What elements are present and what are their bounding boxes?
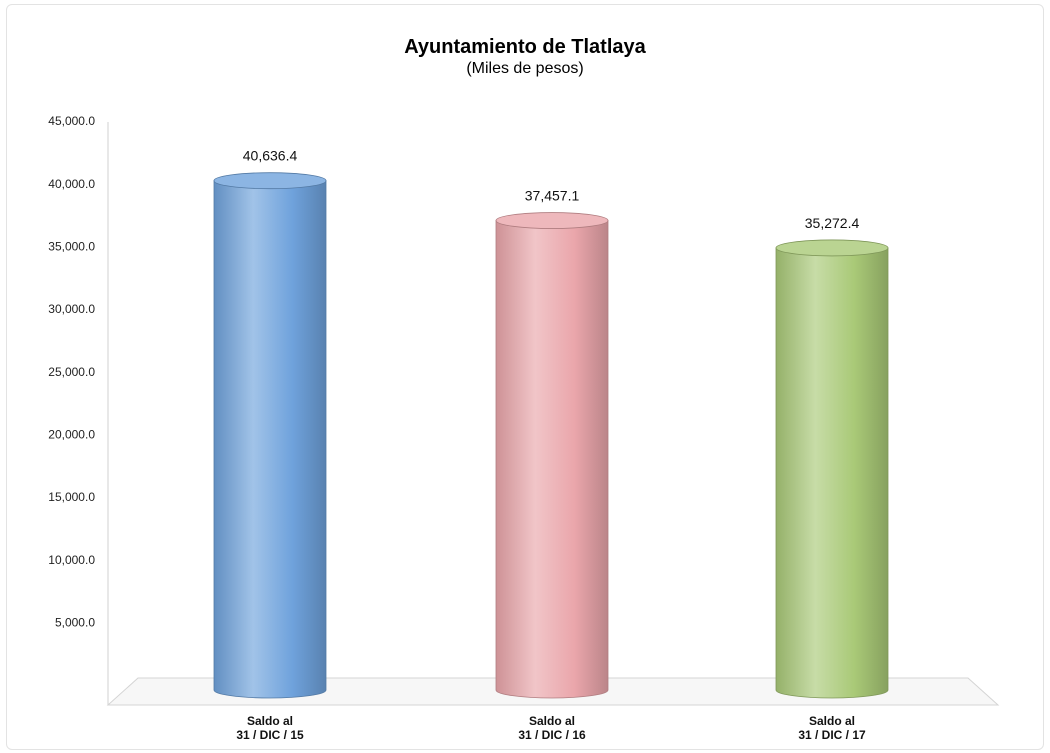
y-tick-label: 40,000.0	[48, 177, 95, 191]
bar	[213, 172, 327, 699]
category-label: 31 / DIC / 17	[798, 728, 866, 742]
category-label: Saldo al	[809, 714, 855, 728]
bar-body	[775, 247, 889, 699]
bar	[495, 212, 609, 699]
bar-body	[213, 180, 327, 699]
y-tick-label: 45,000.0	[48, 114, 95, 128]
bars	[213, 172, 889, 699]
category-label: Saldo al	[247, 714, 293, 728]
y-tick-label: 15,000.0	[48, 490, 95, 504]
data-label: 35,272.4	[805, 215, 860, 231]
chart-title: Ayuntamiento de Tlatlaya	[404, 36, 646, 58]
y-tick-label: 10,000.0	[48, 553, 95, 567]
y-tick-label: 25,000.0	[48, 365, 95, 379]
y-tick-label: 5,000.0	[55, 616, 95, 630]
bar-top	[213, 172, 327, 190]
y-tick-label: 20,000.0	[48, 428, 95, 442]
y-axis: 5,000.0 10,000.0 15,000.0 20,000.0 25,000.0 3…	[48, 114, 109, 705]
data-label: 40,636.4	[243, 148, 298, 164]
y-tick-label: 35,000.0	[48, 240, 95, 254]
bar-top	[495, 212, 609, 229]
bar-top	[775, 239, 889, 257]
category-label: 31 / DIC / 16	[518, 728, 586, 742]
bar-body	[495, 220, 609, 699]
bar	[775, 239, 889, 699]
y-tick-label: 30,000.0	[48, 302, 95, 316]
data-label: 37,457.1	[525, 188, 580, 204]
category-label: Saldo al	[529, 714, 575, 728]
chart-subtitle: (Miles de pesos)	[466, 60, 584, 77]
category-label: 31 / DIC / 15	[236, 728, 304, 742]
